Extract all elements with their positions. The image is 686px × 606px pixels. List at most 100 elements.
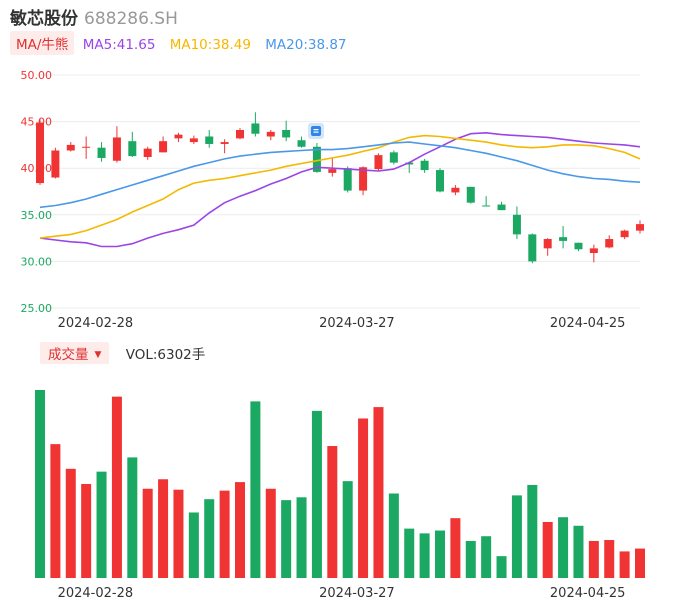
- candle: [66, 142, 75, 152]
- candle: [266, 129, 275, 141]
- candles: [36, 112, 644, 264]
- volume-bar: [204, 499, 215, 578]
- dropdown-caret-icon: ▼: [94, 350, 102, 360]
- price-tick-label: 45.00: [21, 116, 53, 129]
- candle: [543, 238, 552, 256]
- volume-legend: 成交量 ▼ VOL:6302手: [40, 342, 205, 364]
- candle: [51, 147, 60, 179]
- candle: [205, 129, 214, 148]
- candle: [451, 184, 460, 196]
- date-tick-label: 2024-04-25: [550, 586, 626, 601]
- candle: [174, 132, 183, 143]
- candle: [220, 139, 229, 154]
- volume-toggle-button[interactable]: 成交量 ▼: [40, 342, 110, 364]
- volume-bar: [65, 468, 76, 578]
- candle: [251, 112, 260, 137]
- volume-bar: [188, 512, 199, 578]
- volume-bar: [419, 533, 430, 578]
- ma-legend: MA/牛熊 MA5:41.65 MA10:38.49 MA20:38.87: [10, 31, 357, 55]
- candle: [528, 233, 537, 264]
- ma-line-ma5: [39, 131, 641, 248]
- candle: [636, 220, 644, 234]
- price-tick-label: 30.00: [21, 255, 53, 268]
- stock-header: 敏芯股份 688286.SH: [10, 4, 178, 29]
- volume-toggle-label: 成交量: [48, 347, 89, 363]
- date-tick-label: 2024-03-27: [319, 586, 395, 601]
- volume-bar: [465, 540, 476, 578]
- volume-bar: [481, 536, 492, 578]
- volume-value: VOL:6302手: [125, 347, 206, 363]
- candle: [128, 131, 137, 158]
- volume-bar: [35, 390, 45, 578]
- date-tick-label: 2024-04-25: [550, 316, 626, 331]
- volume-bar: [542, 521, 553, 578]
- volume-bar: [327, 446, 338, 578]
- volume-bar: [158, 479, 169, 578]
- volume-bar: [111, 396, 122, 578]
- volume-bar: [281, 500, 292, 578]
- candle: [236, 128, 244, 140]
- candle: [112, 126, 121, 163]
- date-tick-label: 2024-02-28: [58, 316, 134, 331]
- volume-bar: [50, 444, 61, 578]
- volume-bar: [496, 556, 507, 578]
- candle: [436, 168, 444, 193]
- volume-bar: [311, 410, 322, 578]
- ma5-legend: MA5:41.65: [82, 37, 156, 53]
- volume-date-axis: 2024-02-28 2024-03-27 2024-04-25: [58, 586, 626, 601]
- candle: [405, 161, 414, 173]
- date-tick-label: 2024-03-27: [319, 316, 395, 331]
- volume-bar: [219, 490, 230, 578]
- candle: [359, 166, 368, 196]
- volume-bar: [404, 528, 415, 578]
- volume-bar: [358, 418, 369, 578]
- volume-bar: [527, 484, 538, 578]
- volume-bar: [373, 407, 384, 578]
- candle: [559, 225, 568, 249]
- volume-bar: [573, 525, 584, 578]
- candle: [189, 135, 198, 144]
- volume-bar: [450, 518, 461, 578]
- ma-line-ma10: [39, 134, 641, 239]
- stock-code: 688286.SH: [84, 9, 178, 29]
- volume-chart: 2024-02-28 2024-03-27 2024-04-25: [35, 390, 645, 601]
- volume-bar: [604, 540, 615, 578]
- volume-bar: [81, 484, 92, 578]
- price-tick-label: 25.00: [21, 302, 53, 315]
- candle: [97, 142, 106, 162]
- candle: [466, 186, 475, 204]
- candle: [512, 206, 521, 240]
- candle: [482, 196, 491, 207]
- candle: [497, 201, 506, 211]
- volume-bar: [250, 401, 261, 578]
- volume-bar: [296, 497, 307, 578]
- candle: [143, 146, 152, 160]
- date-tick-label: 2024-02-28: [58, 586, 134, 601]
- volume-bar: [588, 540, 599, 578]
- volume-bar: [435, 530, 445, 578]
- volume-bar: [96, 471, 107, 578]
- candle: [343, 166, 352, 193]
- ma-line-ma20: [39, 141, 641, 209]
- volume-bar: [558, 517, 569, 578]
- volume-bar: [173, 489, 184, 578]
- ma-toggle-button[interactable]: MA/牛熊: [10, 31, 75, 55]
- event-marker-icon[interactable]: [308, 123, 324, 139]
- volume-bar: [635, 548, 645, 578]
- candle: [574, 242, 583, 252]
- candle: [389, 150, 398, 165]
- candle: [420, 158, 429, 173]
- candle: [605, 235, 614, 249]
- candle: [282, 120, 291, 142]
- volume-bar: [127, 457, 138, 578]
- candle: [297, 136, 306, 148]
- price-tick-label: 50.00: [21, 69, 53, 82]
- ma10-legend: MA10:38.49: [169, 37, 251, 53]
- ma-lines: [39, 131, 641, 248]
- volume-bar: [265, 488, 276, 578]
- volume-bar: [388, 493, 399, 578]
- volume-bar: [511, 495, 522, 578]
- stock-name: 敏芯股份: [10, 9, 78, 29]
- candle: [589, 244, 598, 263]
